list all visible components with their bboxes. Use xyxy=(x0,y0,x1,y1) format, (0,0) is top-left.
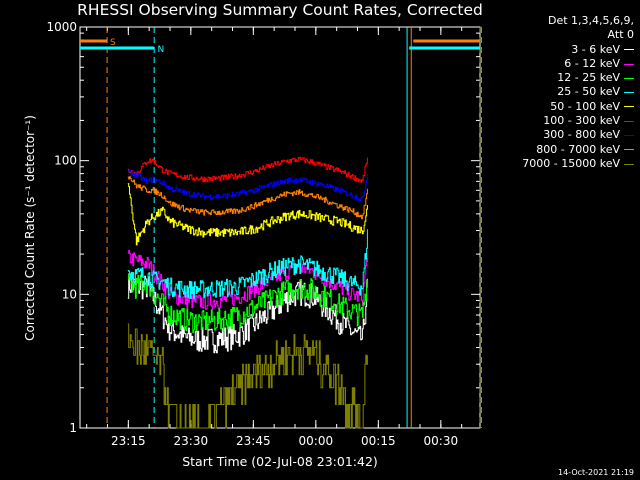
x-axis-label: Start Time (02-Jul-08 23:01:42) xyxy=(182,454,378,469)
legend-header-attenuator: Att 0 xyxy=(607,28,634,42)
series-line-4 xyxy=(127,229,368,299)
x-tick-label: 00:30 xyxy=(424,434,459,448)
legend-swatch xyxy=(624,106,634,108)
series-line-3 xyxy=(127,273,368,334)
legend-entry: 7000 - 15000 keV xyxy=(484,157,634,171)
legend-entry-label: 800 - 7000 keV xyxy=(536,142,620,156)
series-line-1 xyxy=(127,273,368,354)
flag-label-S: S xyxy=(110,38,116,48)
series-line-9 xyxy=(127,323,368,429)
legend-swatch xyxy=(624,149,634,151)
x-tick-label: 23:45 xyxy=(236,434,271,448)
legend-entry: 12 - 25 keV xyxy=(484,71,634,85)
legend-swatch xyxy=(624,77,634,79)
legend-entry: 300 - 800 keV xyxy=(484,128,634,142)
legend-entry: 3 - 6 keV xyxy=(484,43,634,57)
y-tick-label: 10 xyxy=(62,287,77,301)
series-line-7 xyxy=(127,169,368,202)
legend-swatch xyxy=(624,49,634,51)
x-tick-label: 23:15 xyxy=(111,434,146,448)
series-line-8 xyxy=(127,176,368,220)
y-axis-label: Corrected Count Rate (s⁻¹ detector⁻¹) xyxy=(23,115,37,341)
series-line-5 xyxy=(127,183,368,246)
legend-entry: 25 - 50 keV xyxy=(484,85,634,99)
legend-swatch xyxy=(624,135,634,137)
legend: Det 1,3,4,5,6,9, Att 0 3 - 6 keV 6 - 12 k… xyxy=(484,14,634,171)
series-line-6 xyxy=(127,156,368,183)
legend-entry-label: 300 - 800 keV xyxy=(543,128,620,142)
legend-swatch xyxy=(624,120,634,122)
x-tick-label: 00:15 xyxy=(361,434,396,448)
legend-entry-label: 100 - 300 keV xyxy=(543,114,620,128)
legend-entry-label: 25 - 50 keV xyxy=(557,85,620,99)
y-tick-label: 100 xyxy=(54,154,77,168)
legend-entry-label: 3 - 6 keV xyxy=(571,42,620,56)
legend-entry: 100 - 300 keV xyxy=(484,114,634,128)
y-tick-label: 1000 xyxy=(46,20,77,34)
timestamp: 14-Oct-2021 21:19 xyxy=(558,468,634,477)
legend-entry-label: 50 - 100 keV xyxy=(550,99,620,113)
flag-label-N: N xyxy=(158,45,165,55)
legend-swatch xyxy=(624,163,634,165)
x-tick-label: 23:30 xyxy=(174,434,209,448)
legend-entry-label: 7000 - 15000 keV xyxy=(522,156,620,170)
y-tick-label: 1 xyxy=(69,421,77,435)
legend-swatch xyxy=(624,63,634,65)
legend-entry: 6 - 12 keV xyxy=(484,57,634,71)
legend-entry: 50 - 100 keV xyxy=(484,100,634,114)
legend-entry: 800 - 7000 keV xyxy=(484,143,634,157)
legend-entry-label: 12 - 25 keV xyxy=(557,71,620,85)
legend-header-detectors: Det 1,3,4,5,6,9, xyxy=(547,14,634,27)
chart-title: RHESSI Observing Summary Count Rates, Co… xyxy=(77,1,483,19)
legend-entry-label: 6 - 12 keV xyxy=(564,56,620,70)
x-tick-label: 00:00 xyxy=(299,434,334,448)
legend-swatch xyxy=(624,92,634,94)
